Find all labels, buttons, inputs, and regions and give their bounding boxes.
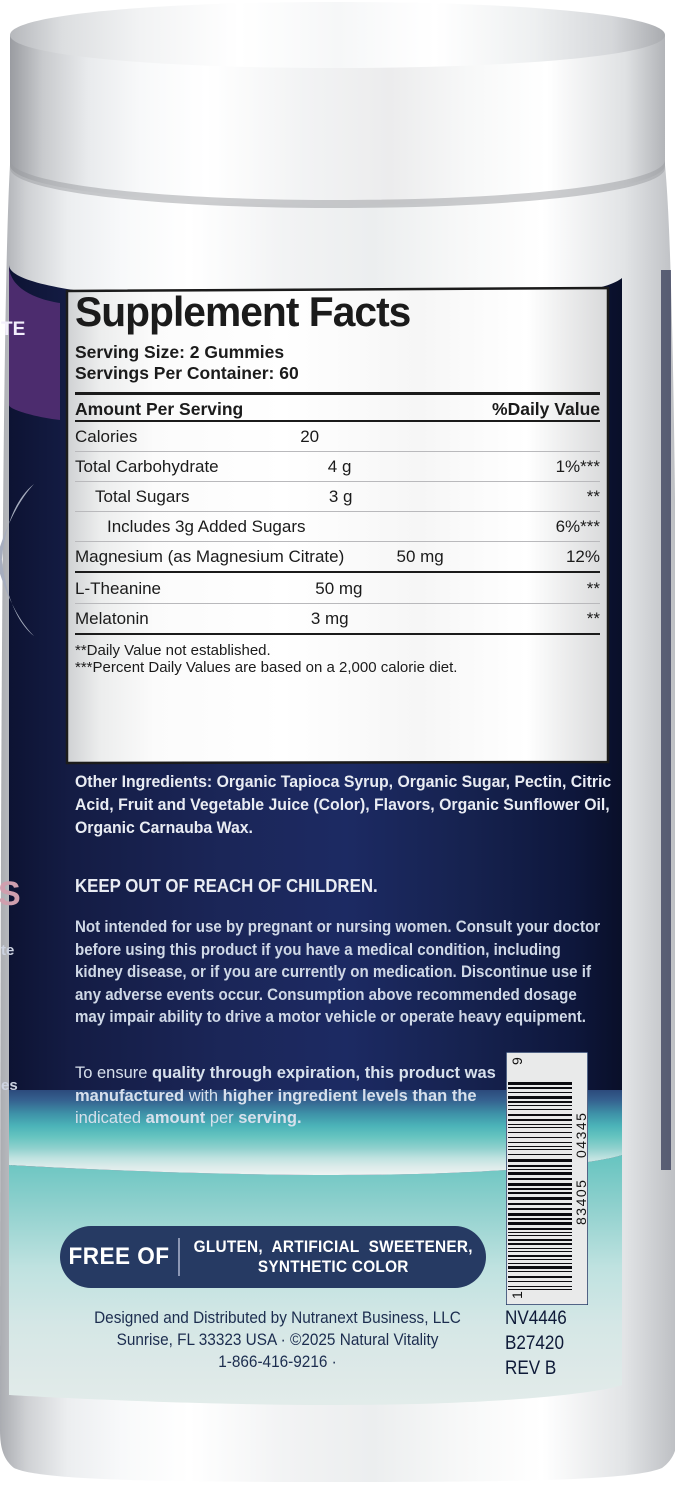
svg-text:1: 1 xyxy=(509,1291,525,1299)
svg-text:es: es xyxy=(1,1077,18,1094)
svg-text:83405: 83405 xyxy=(573,1179,588,1225)
svg-text:9: 9 xyxy=(509,1057,525,1065)
svg-text:04345: 04345 xyxy=(573,1112,588,1158)
svg-text:S: S xyxy=(0,875,21,913)
svg-text:te: te xyxy=(1,942,14,959)
svg-text:TE: TE xyxy=(1,319,25,340)
